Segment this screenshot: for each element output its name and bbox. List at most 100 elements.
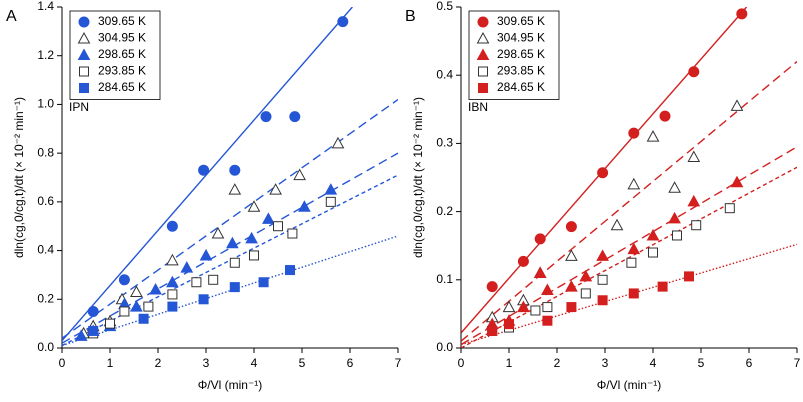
- point: [138, 313, 149, 324]
- point: [180, 261, 194, 273]
- point: [74, 329, 88, 341]
- legend-label: 298.65 K: [98, 47, 146, 61]
- point: [688, 66, 700, 78]
- point: [486, 281, 498, 293]
- legend-marker: [79, 66, 89, 77]
- fit-line: [461, 146, 797, 346]
- point: [687, 150, 701, 163]
- point: [273, 221, 283, 232]
- legend-marker: [476, 31, 490, 44]
- point: [262, 212, 275, 224]
- point: [628, 127, 640, 139]
- point: [229, 164, 241, 176]
- point: [610, 218, 624, 231]
- point: [247, 200, 261, 212]
- y-tick-label: 0.2: [37, 291, 54, 305]
- legend-label: 298.65 K: [497, 47, 545, 61]
- y-tick-label: 0.1: [436, 272, 453, 286]
- point: [249, 250, 259, 261]
- legend-label: 293.85 K: [98, 64, 146, 78]
- legend-label: 284.65 K: [98, 80, 146, 94]
- point: [684, 271, 694, 282]
- point: [118, 274, 130, 286]
- point: [565, 221, 577, 233]
- legend-label: 304.95 K: [497, 31, 545, 45]
- point: [211, 226, 225, 239]
- point: [119, 306, 130, 317]
- panel: 0.0 0.1 0.2 0.3 0.4 0.5 0 1 2 3 4 5 6 7 Φ/Vl (min⁻¹) dl…: [405, 0, 801, 392]
- x-tick-label: 3: [602, 356, 609, 370]
- point: [245, 231, 258, 244]
- point: [730, 175, 744, 188]
- point: [502, 300, 516, 313]
- point: [199, 248, 213, 261]
- point: [687, 194, 701, 207]
- point: [258, 277, 269, 288]
- point: [229, 282, 240, 293]
- point: [191, 277, 202, 288]
- point: [542, 302, 553, 313]
- point: [596, 249, 609, 261]
- point: [530, 305, 541, 316]
- y-tick-label: 1.0: [37, 97, 54, 111]
- legend-marker: [478, 83, 488, 93]
- point: [289, 111, 301, 123]
- panel-label: B: [405, 8, 416, 25]
- fit-line: [461, 166, 797, 348]
- point: [541, 283, 554, 296]
- point: [226, 236, 239, 249]
- point: [87, 305, 99, 317]
- point: [730, 99, 744, 111]
- point: [208, 274, 219, 285]
- y-axis-label: dln(cg,0/cg,t)/dt (× 10⁻² min⁻¹): [12, 97, 26, 258]
- fit-line: [461, 61, 797, 342]
- legend-marker: [79, 83, 89, 93]
- legend-marker: [476, 48, 490, 60]
- point: [534, 233, 546, 245]
- point: [269, 183, 282, 195]
- point: [565, 249, 578, 261]
- annotation: IPN: [69, 100, 89, 114]
- point: [565, 280, 578, 292]
- point: [627, 242, 641, 255]
- legend-marker: [77, 31, 91, 44]
- y-tick-label: 0.5: [436, 0, 453, 13]
- point: [166, 275, 179, 288]
- point: [517, 255, 529, 267]
- point: [487, 325, 498, 336]
- y-tick-label: 0.3: [436, 136, 453, 150]
- annotation: IBN: [468, 100, 488, 114]
- point: [298, 200, 311, 212]
- y-tick-label: 0.2: [436, 204, 453, 218]
- point: [88, 325, 99, 336]
- y-tick-label: 1.4: [37, 0, 54, 13]
- y-tick-label: 0.0: [436, 340, 453, 354]
- x-tick-label: 7: [794, 356, 801, 370]
- point: [646, 130, 660, 142]
- point: [533, 266, 547, 278]
- point: [626, 257, 637, 268]
- legend-marker: [78, 16, 90, 28]
- legend-label: 309.65 K: [497, 14, 545, 28]
- x-tick-label: 2: [554, 356, 561, 370]
- legend-label: 304.95 K: [98, 31, 146, 45]
- legend-label: 309.65 K: [98, 14, 146, 28]
- point: [659, 110, 671, 122]
- fit-line: [62, 98, 398, 339]
- x-tick-label: 5: [698, 356, 705, 370]
- point: [736, 8, 748, 20]
- legend-marker: [77, 48, 91, 60]
- legend-label: 284.65 K: [497, 80, 545, 94]
- point: [143, 301, 154, 312]
- point: [293, 168, 306, 181]
- point: [648, 247, 658, 258]
- point: [597, 295, 608, 306]
- point: [724, 203, 735, 214]
- point: [105, 318, 115, 329]
- point: [324, 183, 338, 195]
- y-tick-label: 0.4: [37, 243, 54, 257]
- point: [627, 177, 641, 190]
- point: [287, 228, 298, 239]
- point: [628, 288, 639, 299]
- point: [130, 285, 143, 297]
